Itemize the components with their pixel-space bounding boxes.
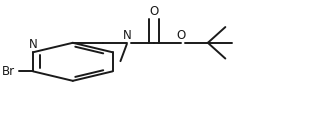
Text: N: N <box>122 29 131 42</box>
Text: O: O <box>149 5 158 18</box>
Text: Br: Br <box>2 65 16 78</box>
Text: N: N <box>28 38 37 51</box>
Text: O: O <box>176 29 185 42</box>
